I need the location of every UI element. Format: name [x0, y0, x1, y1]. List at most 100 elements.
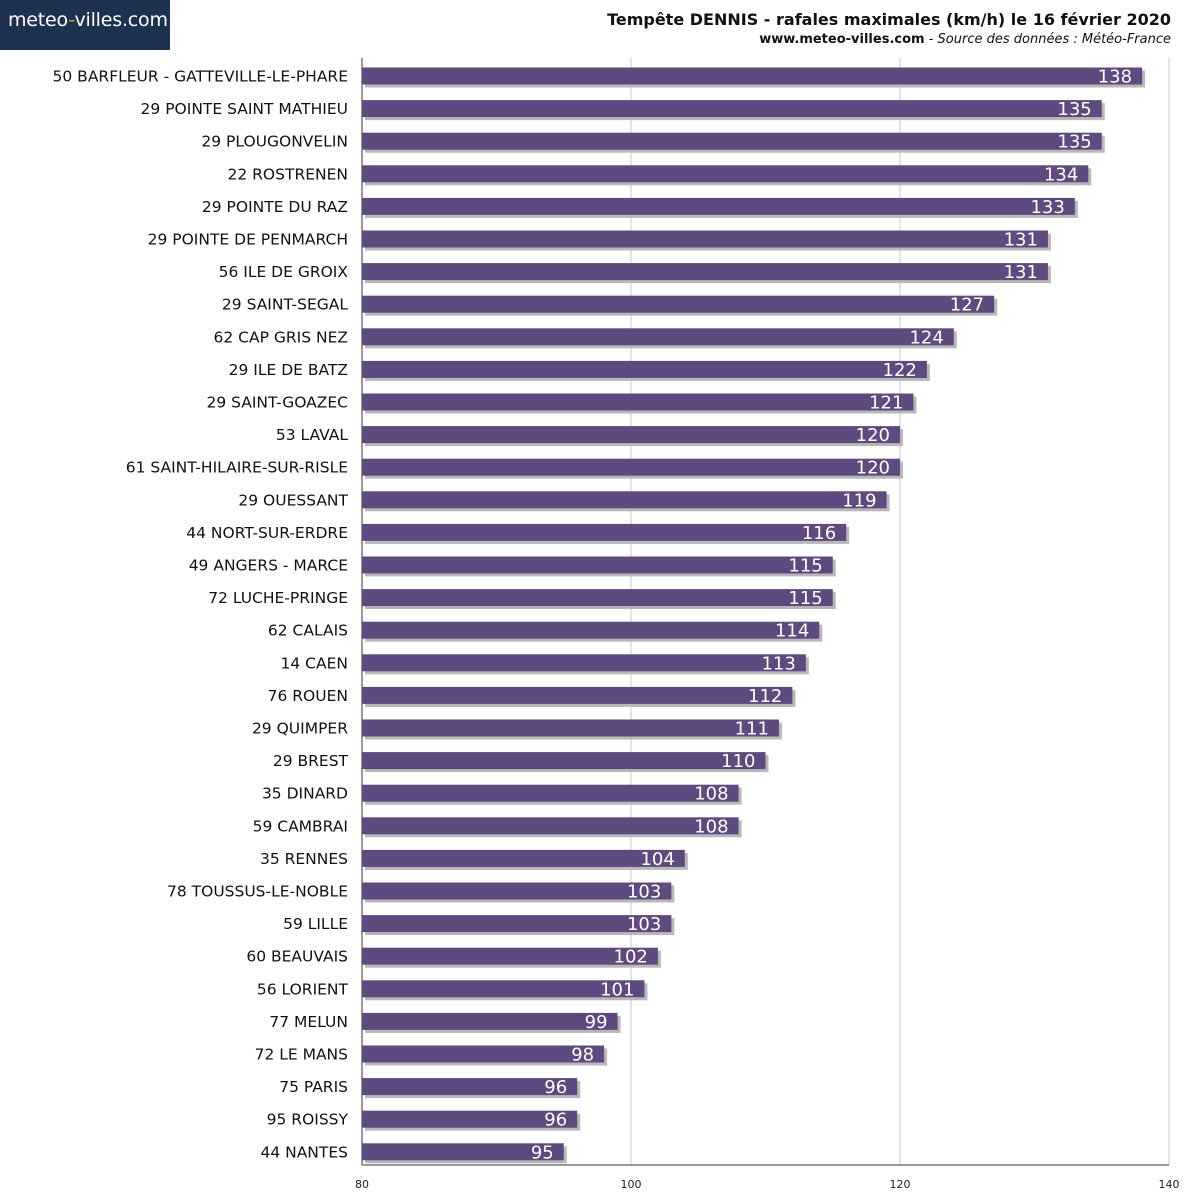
chart-title: Tempête DENNIS - rafales maximales (km/h… [607, 10, 1171, 29]
bar [362, 67, 1143, 85]
bar-value-label: 96 [544, 1077, 567, 1098]
category-label: 95 ROISSY [267, 1111, 349, 1129]
bar [362, 230, 1048, 248]
data-source: Source des données : Météo-France [937, 32, 1171, 47]
bar-value-label: 96 [544, 1110, 567, 1131]
bar [362, 165, 1089, 183]
bar [362, 132, 1102, 150]
bar-value-label: 111 [735, 719, 769, 740]
category-label: 59 LILLE [283, 915, 348, 933]
category-label: 56 ILE DE GROIX [219, 263, 349, 281]
bar-value-label: 120 [856, 458, 890, 479]
category-label: 53 LAVAL [276, 426, 348, 444]
x-tick-label: 140 [1159, 1178, 1180, 1191]
category-label: 29 QUIMPER [252, 720, 348, 738]
bar [362, 784, 739, 802]
bar-value-label: 135 [1057, 99, 1091, 120]
category-label: 72 LE MANS [255, 1046, 348, 1064]
bar [362, 752, 766, 770]
bar [362, 328, 954, 346]
bar-value-label: 103 [627, 882, 661, 903]
bar-value-label: 114 [775, 621, 809, 642]
bar-value-label: 119 [842, 490, 876, 511]
bar [362, 100, 1102, 118]
bar-value-label: 124 [909, 327, 943, 348]
bar [362, 197, 1075, 215]
bar-value-label: 104 [640, 849, 674, 870]
bar-value-label: 122 [883, 360, 917, 381]
bar-value-label: 115 [788, 556, 822, 577]
bar-value-label: 102 [614, 947, 648, 968]
category-label: 29 BREST [273, 752, 349, 770]
bar-value-label: 108 [694, 816, 728, 837]
bar [362, 393, 914, 411]
category-label: 76 ROUEN [268, 687, 348, 705]
bar [362, 295, 995, 313]
category-label: 29 SAINT-GOAZEC [206, 394, 348, 412]
bar-value-label: 112 [748, 686, 782, 707]
bar [362, 426, 900, 444]
bar [362, 458, 900, 476]
bar [362, 915, 672, 933]
category-label: 22 ROSTRENEN [228, 165, 348, 183]
category-label: 35 RENNES [260, 850, 348, 868]
category-label: 75 PARIS [279, 1078, 348, 1096]
x-tick-label: 80 [355, 1178, 369, 1191]
bar [362, 1012, 618, 1030]
bar [362, 686, 793, 704]
category-label: 78 TOUSSUS-LE-NOBLE [167, 883, 348, 901]
bar [362, 491, 887, 509]
logo-text-meteo: meteo [8, 9, 69, 31]
bar [362, 947, 658, 965]
x-tick-label: 100 [621, 1178, 642, 1191]
bar-value-label: 116 [802, 523, 836, 544]
bar [362, 817, 739, 835]
bar [362, 621, 820, 639]
bar-value-label: 135 [1057, 132, 1091, 153]
category-label: 77 MELUN [269, 1013, 348, 1031]
category-label: 49 ANGERS - MARCE [189, 557, 348, 575]
bar [362, 1045, 605, 1063]
bar-value-label: 101 [600, 979, 634, 1000]
bar-value-label: 120 [856, 425, 890, 446]
logo-text-dash: - [68, 9, 75, 31]
bar-value-label: 110 [721, 751, 755, 772]
bar [362, 523, 847, 541]
category-label: 62 CAP GRIS NEZ [214, 328, 348, 346]
category-label: 29 POINTE DU RAZ [202, 198, 348, 216]
category-label: 61 SAINT-HILAIRE-SUR-RISLE [126, 459, 348, 477]
bar [362, 980, 645, 998]
bar-value-label: 138 [1098, 67, 1132, 88]
bar-value-label: 115 [788, 588, 822, 609]
category-label: 29 ILE DE BATZ [229, 361, 348, 379]
bar [362, 556, 833, 574]
bar [362, 589, 833, 607]
x-tick-label: 120 [890, 1178, 911, 1191]
category-label: 14 CAEN [281, 654, 348, 672]
bar [362, 360, 927, 378]
category-label: 29 OUESSANT [238, 491, 348, 509]
subtitle-separator: - [924, 32, 938, 47]
category-label: 44 NORT-SUR-ERDRE [186, 524, 348, 542]
bar-value-label: 95 [531, 1142, 554, 1163]
category-label: 29 PLOUGONVELIN [201, 133, 348, 151]
bar [362, 849, 685, 867]
bar [362, 882, 672, 900]
bar-value-label: 131 [1004, 262, 1038, 283]
bar [362, 263, 1048, 281]
bar-value-label: 131 [1004, 230, 1038, 251]
category-label: 50 BARFLEUR - GATTEVILLE-LE-PHARE [53, 68, 348, 86]
bar-value-label: 133 [1030, 197, 1064, 218]
category-label: 29 POINTE SAINT MATHIEU [141, 100, 348, 118]
bar-value-label: 98 [571, 1045, 594, 1066]
bar [362, 1078, 578, 1096]
site-url: www.meteo-villes.com [759, 32, 925, 47]
category-label: 29 POINTE DE PENMARCH [148, 231, 348, 249]
bar-value-label: 134 [1044, 164, 1078, 185]
bar-value-label: 121 [869, 393, 903, 414]
bar-value-label: 108 [694, 784, 728, 805]
bar [362, 1110, 578, 1128]
bar [362, 654, 806, 672]
bar-value-label: 99 [585, 1012, 608, 1033]
